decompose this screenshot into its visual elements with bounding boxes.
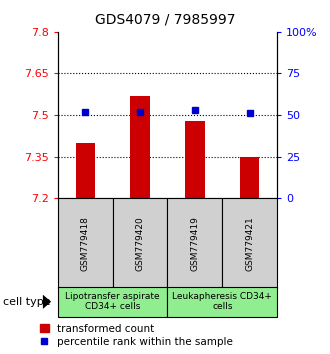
- Text: Lipotransfer aspirate
CD34+ cells: Lipotransfer aspirate CD34+ cells: [65, 292, 160, 312]
- Bar: [58, 287, 168, 317]
- Bar: [222, 198, 277, 289]
- Text: GSM779421: GSM779421: [245, 216, 254, 271]
- Text: GSM779420: GSM779420: [136, 216, 145, 271]
- Text: Leukapheresis CD34+
cells: Leukapheresis CD34+ cells: [172, 292, 272, 312]
- Bar: [76, 143, 95, 198]
- Bar: [58, 198, 113, 289]
- Text: GDS4079 / 7985997: GDS4079 / 7985997: [95, 12, 235, 27]
- Text: cell type: cell type: [3, 297, 51, 307]
- Bar: [168, 198, 222, 289]
- Text: GSM779419: GSM779419: [190, 216, 199, 271]
- Bar: [113, 198, 168, 289]
- Text: GSM779418: GSM779418: [81, 216, 90, 271]
- Polygon shape: [43, 295, 51, 309]
- Bar: [185, 121, 205, 198]
- Bar: [168, 287, 277, 317]
- Bar: [130, 96, 149, 198]
- Bar: [240, 157, 259, 198]
- Legend: transformed count, percentile rank within the sample: transformed count, percentile rank withi…: [38, 321, 235, 349]
